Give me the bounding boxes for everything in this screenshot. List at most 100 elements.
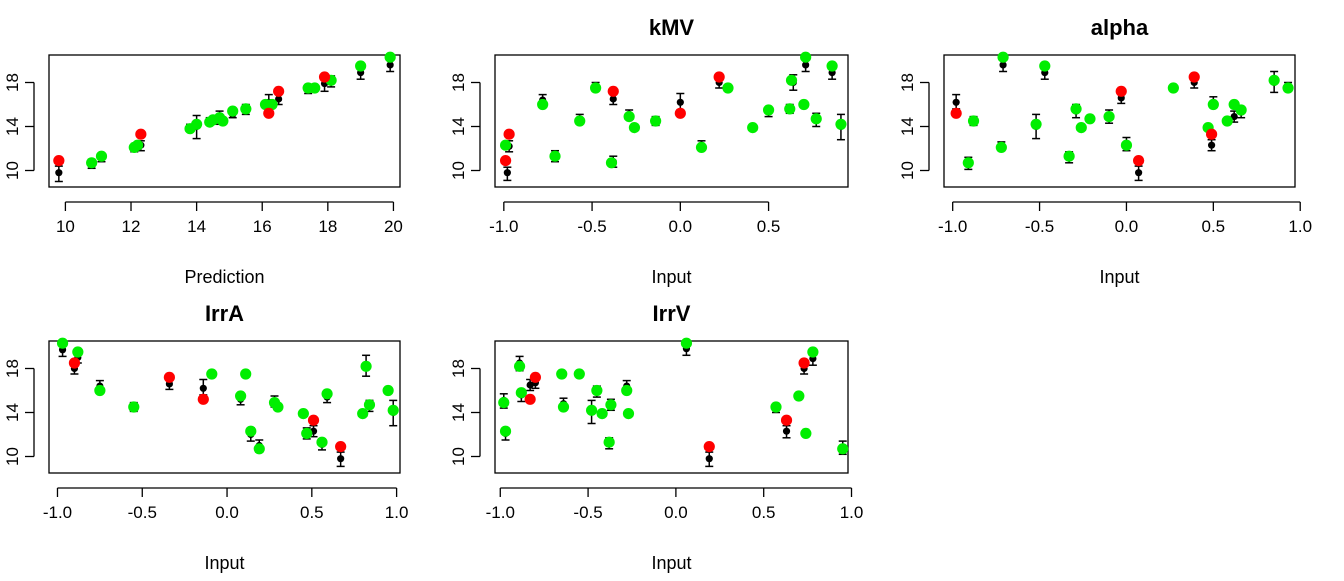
green-point	[784, 103, 796, 115]
red-point	[53, 155, 65, 167]
observed-series	[524, 357, 810, 453]
panel-title: IrrV	[653, 301, 691, 326]
green-point	[240, 368, 252, 380]
green-point	[1103, 111, 1115, 123]
panel-kmv: kMV -1.0 -0.5 0.0 0.5 Input 10 14 18	[449, 15, 849, 287]
prediction-point	[275, 95, 283, 103]
green-point	[695, 141, 708, 153]
green-point	[800, 427, 812, 439]
green-point	[131, 139, 144, 151]
x-tick-label: 20	[384, 217, 403, 236]
red-point	[713, 71, 725, 83]
x-axis-label: Input	[651, 553, 691, 573]
x-tick-label: 0.0	[215, 503, 239, 522]
green-point	[1084, 113, 1096, 125]
green-point	[355, 60, 367, 72]
green-point	[621, 384, 633, 397]
x-tick-label: -1.0	[938, 217, 967, 236]
plot-frame	[943, 54, 1296, 188]
red-point	[197, 393, 209, 405]
green-point	[499, 425, 512, 437]
green-point	[297, 408, 309, 420]
green-point	[549, 150, 561, 162]
y-tick-label: 10	[898, 161, 917, 180]
green-point	[316, 436, 328, 448]
green-point	[360, 360, 372, 372]
panel-alpha: alpha -1.0 -0.5 0.0 0.5 1.0 Input 10 14 18	[898, 15, 1312, 287]
red-point	[674, 107, 686, 119]
green-point	[272, 401, 284, 413]
green-point	[1075, 122, 1087, 134]
y-tick-label: 14	[898, 117, 917, 136]
green-point	[513, 360, 526, 372]
x-tick-label: 1.0	[385, 503, 409, 522]
x-axis: -1.0 -0.5 0.0 0.5 1.0 Input	[43, 487, 409, 573]
panel-irra: IrrA -1.0 -0.5 0.0 0.5 1.0 Input 10 14 18	[3, 301, 408, 573]
red-point	[1188, 71, 1200, 83]
green-point	[770, 401, 782, 413]
green-point	[650, 115, 662, 127]
green-point	[680, 337, 693, 349]
green-point	[1039, 60, 1051, 72]
green-point	[557, 401, 570, 413]
x-tick-label: 0.0	[669, 217, 693, 236]
panel-prediction: 10 12 14 16 18 20 Prediction 10 14 18	[3, 51, 403, 287]
green-point	[573, 368, 585, 380]
green-point	[384, 51, 396, 63]
x-axis-label: Prediction	[184, 267, 264, 287]
green-point	[235, 390, 247, 402]
y-axis: 10 14 18	[3, 359, 35, 466]
green-point	[537, 98, 549, 111]
green-point	[128, 401, 140, 413]
y-axis: 10 14 18	[898, 73, 930, 180]
red-point	[135, 128, 147, 140]
green-point	[622, 408, 635, 420]
panel-irrv: IrrV -1.0 -0.5 0.0 0.5 1.0 Input 10 14 18	[449, 301, 863, 573]
green-point	[800, 51, 812, 63]
green-point	[1070, 103, 1082, 115]
green-point	[574, 115, 586, 127]
prediction-point	[1230, 113, 1238, 121]
y-axis: 10 14 18	[449, 359, 481, 466]
y-tick-label: 18	[3, 73, 22, 92]
x-axis: -1.0 -0.5 0.0 0.5 Input	[489, 201, 781, 287]
observed-series	[86, 51, 396, 169]
y-tick-label: 18	[449, 73, 468, 92]
green-point	[515, 387, 527, 399]
green-point	[206, 368, 218, 380]
green-point	[585, 404, 598, 416]
green-point	[603, 436, 615, 448]
green-point	[95, 150, 108, 162]
red-point	[1205, 128, 1218, 140]
prediction-series	[58, 342, 398, 468]
x-axis: -1.0 -0.5 0.0 0.5 1.0 Input	[486, 487, 863, 573]
green-point	[191, 118, 203, 130]
green-point	[798, 98, 810, 111]
prediction-point	[337, 455, 345, 463]
red-point	[703, 441, 715, 453]
y-tick-label: 14	[449, 403, 468, 422]
green-point	[357, 408, 369, 420]
green-point	[1235, 104, 1247, 116]
y-tick-label: 18	[449, 359, 468, 378]
green-point	[245, 425, 257, 437]
green-point	[1167, 82, 1179, 94]
green-point	[240, 103, 252, 115]
green-point	[363, 399, 376, 411]
x-tick-label: 0.0	[664, 503, 688, 522]
green-point	[837, 443, 849, 455]
x-tick-label: -0.5	[573, 503, 602, 522]
x-tick-label: -1.0	[489, 217, 518, 236]
prediction-point	[1135, 169, 1143, 177]
green-point	[301, 427, 313, 439]
green-point	[962, 157, 974, 169]
green-point	[387, 404, 399, 416]
green-point	[556, 368, 568, 380]
red-point	[529, 371, 541, 383]
green-point	[793, 390, 805, 402]
x-tick-label: 0.5	[757, 217, 781, 236]
prediction-series	[499, 342, 847, 468]
green-point	[995, 141, 1007, 153]
green-point	[1063, 150, 1075, 162]
